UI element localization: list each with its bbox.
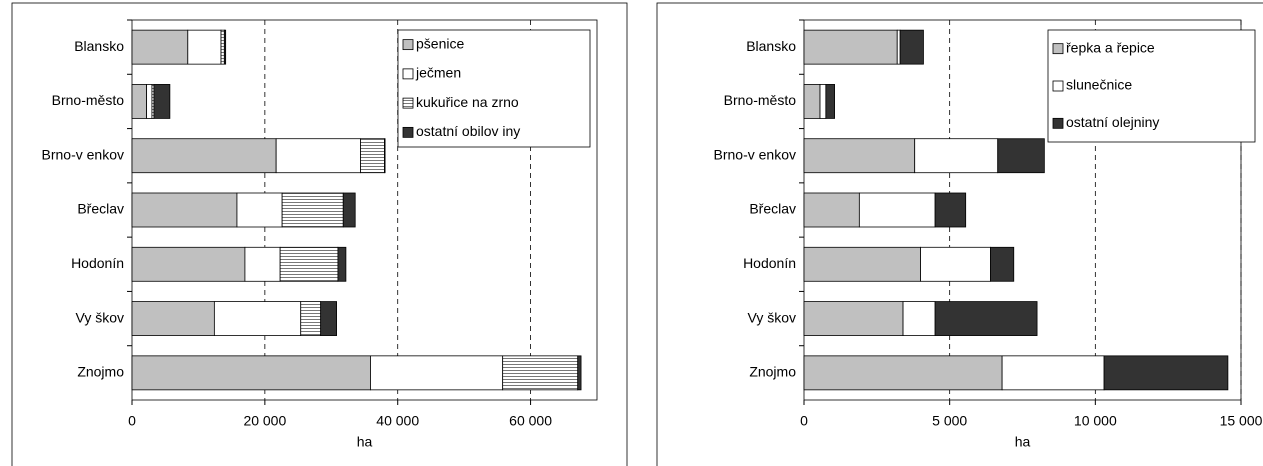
- bar-segment: [131, 246, 246, 282]
- bar-segment: [858, 192, 936, 228]
- y-tick-label: Znojmo: [77, 364, 124, 380]
- bar-segment: [914, 138, 999, 174]
- panel-border: [656, 2, 1263, 466]
- bar-segment: [1103, 355, 1229, 391]
- bar-segment: [370, 355, 504, 391]
- bar-segment: [281, 192, 344, 228]
- y-tick-label: Brno-v enkov: [714, 146, 796, 162]
- bar-segment: [990, 246, 1015, 282]
- bar-segment: [819, 84, 827, 119]
- bar-segment: [896, 29, 901, 65]
- bar-segment: [320, 301, 337, 336]
- x-axis-label: ha: [1015, 434, 1031, 450]
- bar-segment: [131, 29, 189, 65]
- y-tick-label: Brno-město: [724, 92, 797, 108]
- x-tick-label: 60 000: [509, 413, 552, 429]
- bar-segment: [803, 138, 916, 174]
- x-tick-label: 0: [800, 413, 808, 429]
- legend-label: ostatní olejniny: [1066, 114, 1159, 130]
- bar-segment: [1001, 355, 1105, 391]
- bar-segment: [502, 355, 579, 391]
- y-tick-label: Blansko: [74, 38, 124, 54]
- x-tick-label: 20 000: [243, 413, 286, 429]
- y-tick-label: Znojmo: [749, 364, 796, 380]
- bar-segment: [997, 138, 1045, 174]
- bar-segment: [337, 246, 347, 282]
- y-tick-label: Hodonín: [71, 255, 124, 271]
- y-tick-label: Brno-v enkov: [42, 146, 124, 162]
- legend-swatch: [402, 68, 414, 80]
- bar-segment: [131, 355, 371, 391]
- panel-border: [11, 2, 628, 466]
- legend-label: ostatní obilov iny: [416, 123, 520, 139]
- bar-segment: [220, 29, 225, 65]
- x-tick-label: 10 000: [1074, 413, 1117, 429]
- bar-segment: [236, 192, 283, 228]
- x-tick-label: 40 000: [376, 413, 419, 429]
- y-tick-label: Brno-město: [52, 92, 125, 108]
- legend-swatch: [402, 126, 414, 138]
- legend-swatch: [402, 39, 414, 51]
- bar-segment: [384, 138, 386, 174]
- bar-segment: [803, 246, 921, 282]
- legend-label: kukuřice na zrno: [416, 94, 519, 110]
- bar-segment: [803, 301, 904, 336]
- legend-swatch: [402, 97, 414, 109]
- bar-segment: [803, 84, 821, 119]
- bar-segment: [803, 29, 898, 65]
- bar-segment: [131, 192, 238, 228]
- y-tick-label: Břeclav: [749, 201, 796, 217]
- bar-segment: [223, 29, 227, 65]
- legend-label: ječmen: [415, 65, 461, 81]
- legend-swatch: [1052, 80, 1064, 92]
- y-tick-label: Blansko: [746, 38, 796, 54]
- bar-segment: [825, 84, 835, 119]
- y-tick-label: Břeclav: [77, 201, 124, 217]
- x-tick-label: 0: [128, 413, 136, 429]
- bar-segment: [934, 192, 967, 228]
- legend-label: řepka a řepice: [1066, 39, 1155, 55]
- bar-segment: [187, 29, 222, 65]
- bar-segment: [153, 84, 171, 119]
- legend-swatch: [1052, 43, 1064, 55]
- bar-segment: [275, 138, 361, 174]
- legend-box: [397, 29, 591, 148]
- bar-segment: [803, 192, 860, 228]
- x-axis-label: ha: [357, 434, 373, 450]
- bar-segment: [342, 192, 356, 228]
- bar-segment: [146, 84, 153, 119]
- bar-segment: [934, 301, 1038, 336]
- bar-segment: [803, 355, 1003, 391]
- y-tick-label: Vy škov: [76, 309, 125, 325]
- bar-segment: [279, 246, 339, 282]
- x-tick-label: 5 000: [932, 413, 967, 429]
- legend-swatch: [1052, 117, 1064, 129]
- bar-segment: [920, 246, 991, 282]
- bar-segment: [131, 84, 148, 119]
- bar-segment: [902, 301, 936, 336]
- legend-label: slunečnice: [1066, 77, 1132, 93]
- bar-segment: [577, 355, 582, 391]
- legend-label: pšenice: [416, 35, 464, 51]
- bar-segment: [131, 301, 215, 336]
- y-tick-label: Hodonín: [743, 255, 796, 271]
- legend-box: [1047, 29, 1256, 143]
- x-tick-label: 15 000: [1220, 413, 1263, 429]
- y-tick-label: Vy škov: [748, 309, 797, 325]
- bar-segment: [360, 138, 385, 174]
- bar-segment: [300, 301, 322, 336]
- bar-segment: [244, 246, 281, 282]
- bar-segment: [131, 138, 277, 174]
- bar-segment: [213, 301, 302, 336]
- bar-segment: [899, 29, 924, 65]
